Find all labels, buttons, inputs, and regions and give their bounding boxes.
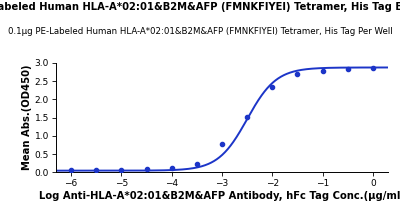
Text: 0.1μg PE-Labeled Human HLA-A*02:01&B2M&AFP (FMNKFIYEI) Tetramer, His Tag Per Wel: 0.1μg PE-Labeled Human HLA-A*02:01&B2M&A… [8,27,392,36]
Y-axis label: Mean Abs.(OD450): Mean Abs.(OD450) [22,65,32,170]
X-axis label: Log Anti-HLA-A*02:01&B2M&AFP Antibody, hFc Tag Conc.(μg/ml): Log Anti-HLA-A*02:01&B2M&AFP Antibody, h… [39,191,400,201]
Text: PE-Labeled Human HLA-A*02:01&B2M&AFP (FMNKFIYEI) Tetramer, His Tag ELISA: PE-Labeled Human HLA-A*02:01&B2M&AFP (FM… [0,2,400,12]
